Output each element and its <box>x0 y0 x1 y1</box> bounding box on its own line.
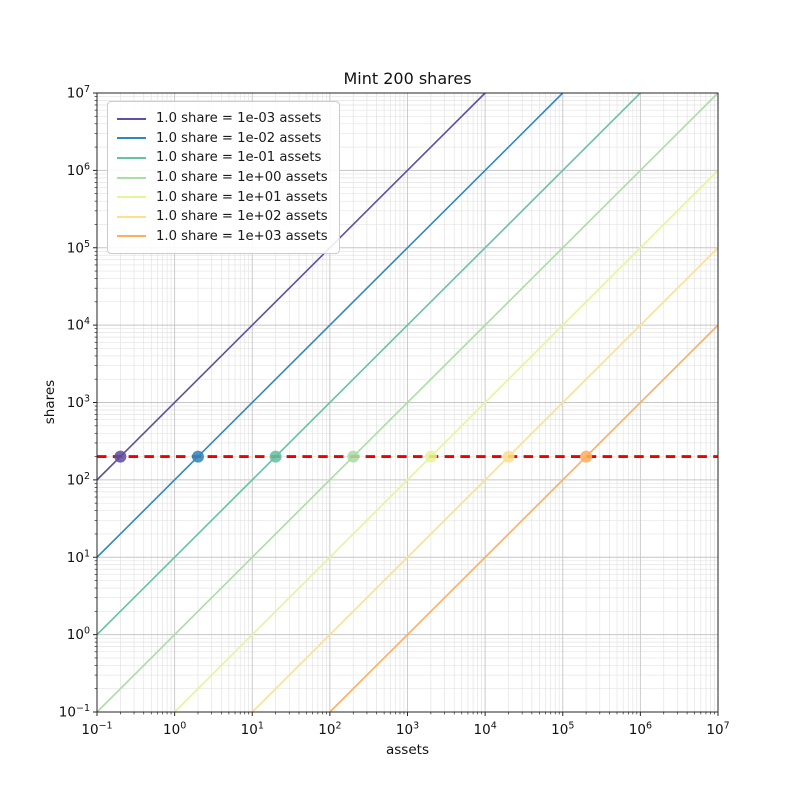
legend-item: 1.0 share = 1e-02 assets <box>117 129 328 149</box>
tick-label: 106 <box>629 721 652 739</box>
legend-item-label: 1.0 share = 1e-01 assets <box>156 150 322 166</box>
rate-line-0 <box>96 92 486 481</box>
chart-title: Mint 200 shares <box>343 69 472 88</box>
legend-item-label: 1.0 share = 1e+01 assets <box>156 189 328 205</box>
tick-label: 102 <box>67 471 90 489</box>
tick-label: 103 <box>67 394 90 412</box>
axis-ticks <box>93 92 719 716</box>
legend-item-label: 1.0 share = 1e+02 assets <box>156 209 328 225</box>
legend-item: 1.0 share = 1e+03 assets <box>117 227 328 247</box>
intersection-dot-1 <box>191 450 204 463</box>
intersection-dot-3 <box>347 450 360 463</box>
tick-label: 107 <box>67 84 90 102</box>
tick-label: 100 <box>67 626 90 644</box>
legend-line-sample <box>117 137 146 140</box>
tick-label: 104 <box>474 721 497 739</box>
tick-label: 106 <box>67 161 90 179</box>
tick-label: 107 <box>706 721 729 739</box>
legend-line-sample <box>117 196 146 199</box>
tick-label: 102 <box>318 721 341 739</box>
legend-item-label: 1.0 share = 1e+03 assets <box>156 228 328 244</box>
tick-label: 100 <box>163 721 186 739</box>
tick-label: 103 <box>396 721 419 739</box>
tick-label: 10−1 <box>81 721 112 739</box>
intersection-dot-0 <box>114 450 127 463</box>
rate-line-1 <box>96 92 564 558</box>
tick-label: 105 <box>551 721 574 739</box>
axis-tick-labels: 10−110−1 100 100 101 101 102 102 103 103 104 104 10… <box>59 84 730 738</box>
intersection-dot-6 <box>580 450 593 463</box>
tick-label: 10−1 <box>59 703 90 721</box>
legend-line-sample <box>117 215 146 218</box>
x-axis-label: assets <box>386 742 429 758</box>
legend: 1.0 share = 1e-03 assets 1.0 share = 1e-… <box>107 101 340 255</box>
legend-item-label: 1.0 share = 1e-03 assets <box>156 111 322 127</box>
intersection-dot-2 <box>269 450 282 463</box>
legend-line-sample <box>117 176 146 179</box>
legend-line-sample <box>117 117 146 120</box>
legend-item: 1.0 share = 1e+02 assets <box>117 207 328 227</box>
legend-item: 1.0 share = 1e+01 assets <box>117 187 328 207</box>
tick-label: 101 <box>241 721 264 739</box>
rate-line-4 <box>174 169 719 713</box>
legend-item: 1.0 share = 1e-03 assets <box>117 109 328 129</box>
rate-line-2 <box>96 92 641 636</box>
intersection-dot-5 <box>502 450 515 463</box>
tick-label: 101 <box>67 548 90 566</box>
tick-label: 104 <box>67 316 90 334</box>
legend-item-label: 1.0 share = 1e-02 assets <box>156 130 322 146</box>
rate-line-3 <box>96 92 719 713</box>
legend-item: 1.0 share = 1e-01 assets <box>117 148 328 168</box>
legend-line-sample <box>117 156 146 159</box>
rate-lines <box>96 92 719 713</box>
legend-item: 1.0 share = 1e+00 assets <box>117 168 328 188</box>
y-axis-label: shares <box>42 379 58 425</box>
intersection-dot-4 <box>424 450 437 463</box>
rate-line-6 <box>329 324 719 713</box>
legend-item-label: 1.0 share = 1e+00 assets <box>156 170 328 186</box>
rate-line-5 <box>251 247 719 713</box>
intersection-markers <box>114 450 593 463</box>
tick-label: 105 <box>67 239 90 257</box>
legend-line-sample <box>117 235 146 238</box>
